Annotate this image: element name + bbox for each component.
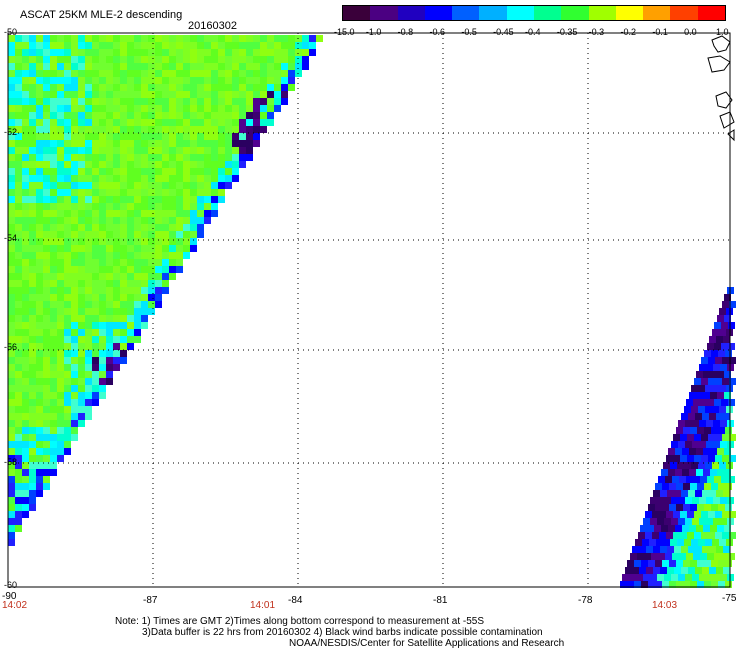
color-swatch: [479, 6, 507, 20]
time-label: 14:03: [652, 600, 678, 611]
chart-title: ASCAT 25KM MLE-2 descending: [20, 9, 183, 21]
note-line: Note: 1) Times are GMT 2)Times along bot…: [115, 616, 485, 627]
left-swath-data: [8, 35, 323, 546]
lon-label: -78: [578, 595, 593, 606]
color-scale-label: -0.35: [556, 27, 578, 37]
color-swatch: [643, 6, 671, 20]
color-scale-label: -15.0: [334, 27, 355, 37]
color-scale-label: -0.8: [397, 27, 414, 37]
color-scale-label: -0.4: [525, 27, 541, 37]
color-swatch: [506, 6, 534, 20]
color-swatch: [697, 6, 725, 20]
color-swatch: [424, 6, 453, 20]
date-label: 20160302: [188, 20, 237, 32]
lon-label: -75: [722, 593, 737, 604]
color-swatch: [615, 6, 644, 20]
lon-label: -90: [2, 591, 17, 602]
time-label: 14:02: [2, 600, 28, 611]
lon-label: -84: [288, 595, 303, 606]
note-line: 3)Data buffer is 22 hrs from 20160302 4)…: [142, 627, 543, 638]
note-line: NOAA/NESDIS/Center for Satellite Applica…: [289, 638, 565, 649]
color-scale-label: -0.6: [429, 27, 446, 37]
lat-label: -58: [4, 457, 18, 467]
color-scale-label: 1.0: [716, 27, 729, 37]
color-swatch: [370, 6, 398, 20]
lat-label: -52: [4, 127, 18, 137]
color-scale-bar: [342, 5, 726, 21]
color-swatch: [561, 6, 589, 20]
color-scale-label: 0.0: [684, 27, 697, 37]
lat-label: -54: [4, 233, 18, 243]
lat-label: -60: [4, 580, 18, 590]
lon-label: -81: [433, 595, 448, 606]
right-swath-data: [620, 287, 736, 588]
color-swatch: [397, 6, 425, 20]
color-scale-label: -0.45: [493, 27, 514, 37]
color-scale-label: -1.0: [365, 27, 382, 37]
color-swatch: [670, 6, 698, 20]
lon-label: -87: [143, 595, 158, 606]
color-scale-label: -0.3: [588, 27, 605, 37]
color-swatch: [343, 6, 371, 20]
footnotes: Note: 1) Times are GMT 2)Times along bot…: [115, 616, 564, 649]
map-grid: [8, 33, 730, 587]
time-label: 14:01: [250, 600, 276, 611]
lat-label: -56: [4, 342, 18, 352]
coastline-outline: [707, 35, 735, 142]
color-scale-label: -0.2: [620, 27, 637, 37]
color-swatch: [533, 6, 562, 20]
color-swatch: [452, 6, 480, 20]
lat-label: -50: [4, 27, 18, 37]
map-frame: [7, 32, 731, 588]
color-scale-label: -0.5: [461, 27, 477, 37]
color-swatch: [588, 6, 616, 20]
color-scale-label: -0.1: [652, 27, 668, 37]
